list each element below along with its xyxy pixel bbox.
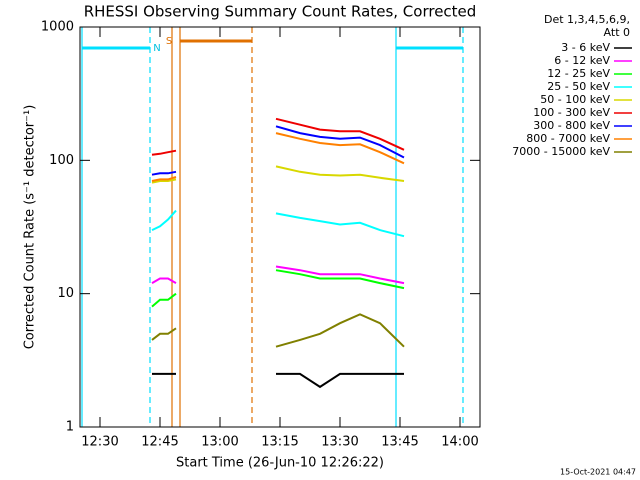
series-line [151,165,405,184]
y-tick-label: 1 [66,420,74,435]
legend-label: 3 - 6 keV [561,41,610,54]
series-line [151,269,405,308]
legend-label: 7000 - 15000 keV [512,145,610,158]
series-line [151,313,405,348]
y-axis-label: Corrected Count Rate (s⁻¹ detector⁻¹) [23,105,38,350]
timestamp: 15-Oct-2021 04:47 [560,468,636,477]
y-tick-label: 100 [49,153,74,168]
x-tick-label: 13:00 [201,435,238,450]
legend-label: 25 - 50 keV [547,80,610,93]
x-tick-label: 12:45 [141,435,178,450]
x-tick-label: 13:45 [381,435,418,450]
legend-label: 800 - 7000 keV [526,132,610,145]
state-lines [81,27,464,427]
annotation: N [153,43,160,54]
legend-label: 100 - 300 keV [533,106,610,119]
x-tick-label: 14:00 [441,435,478,450]
x-tick-label: 13:30 [321,435,358,450]
series-line [151,132,405,182]
chart-title: RHESSI Observing Summary Count Rates, Co… [84,3,477,21]
series-line [151,209,405,238]
annotation: S [166,36,172,47]
x-tick-label: 13:15 [261,435,298,450]
y-tick-label: 1000 [41,20,74,35]
series-line [151,125,405,176]
series-line [151,117,405,156]
legend-label: 12 - 25 keV [547,67,610,80]
x-tick-label: 12:30 [81,435,118,450]
legend-title: Att 0 [604,26,630,39]
legend-title: Det 1,3,4,5,6,9, [544,13,630,26]
y-tick-label: 10 [57,286,74,301]
series-line [151,265,405,285]
series-line [152,372,404,389]
legend-label: 50 - 100 keV [540,93,610,106]
legend-label: 6 - 12 keV [554,54,610,67]
legend-label: 300 - 800 keV [533,119,610,132]
x-axis-label: Start Time (26-Jun-10 12:26:22) [176,456,384,471]
